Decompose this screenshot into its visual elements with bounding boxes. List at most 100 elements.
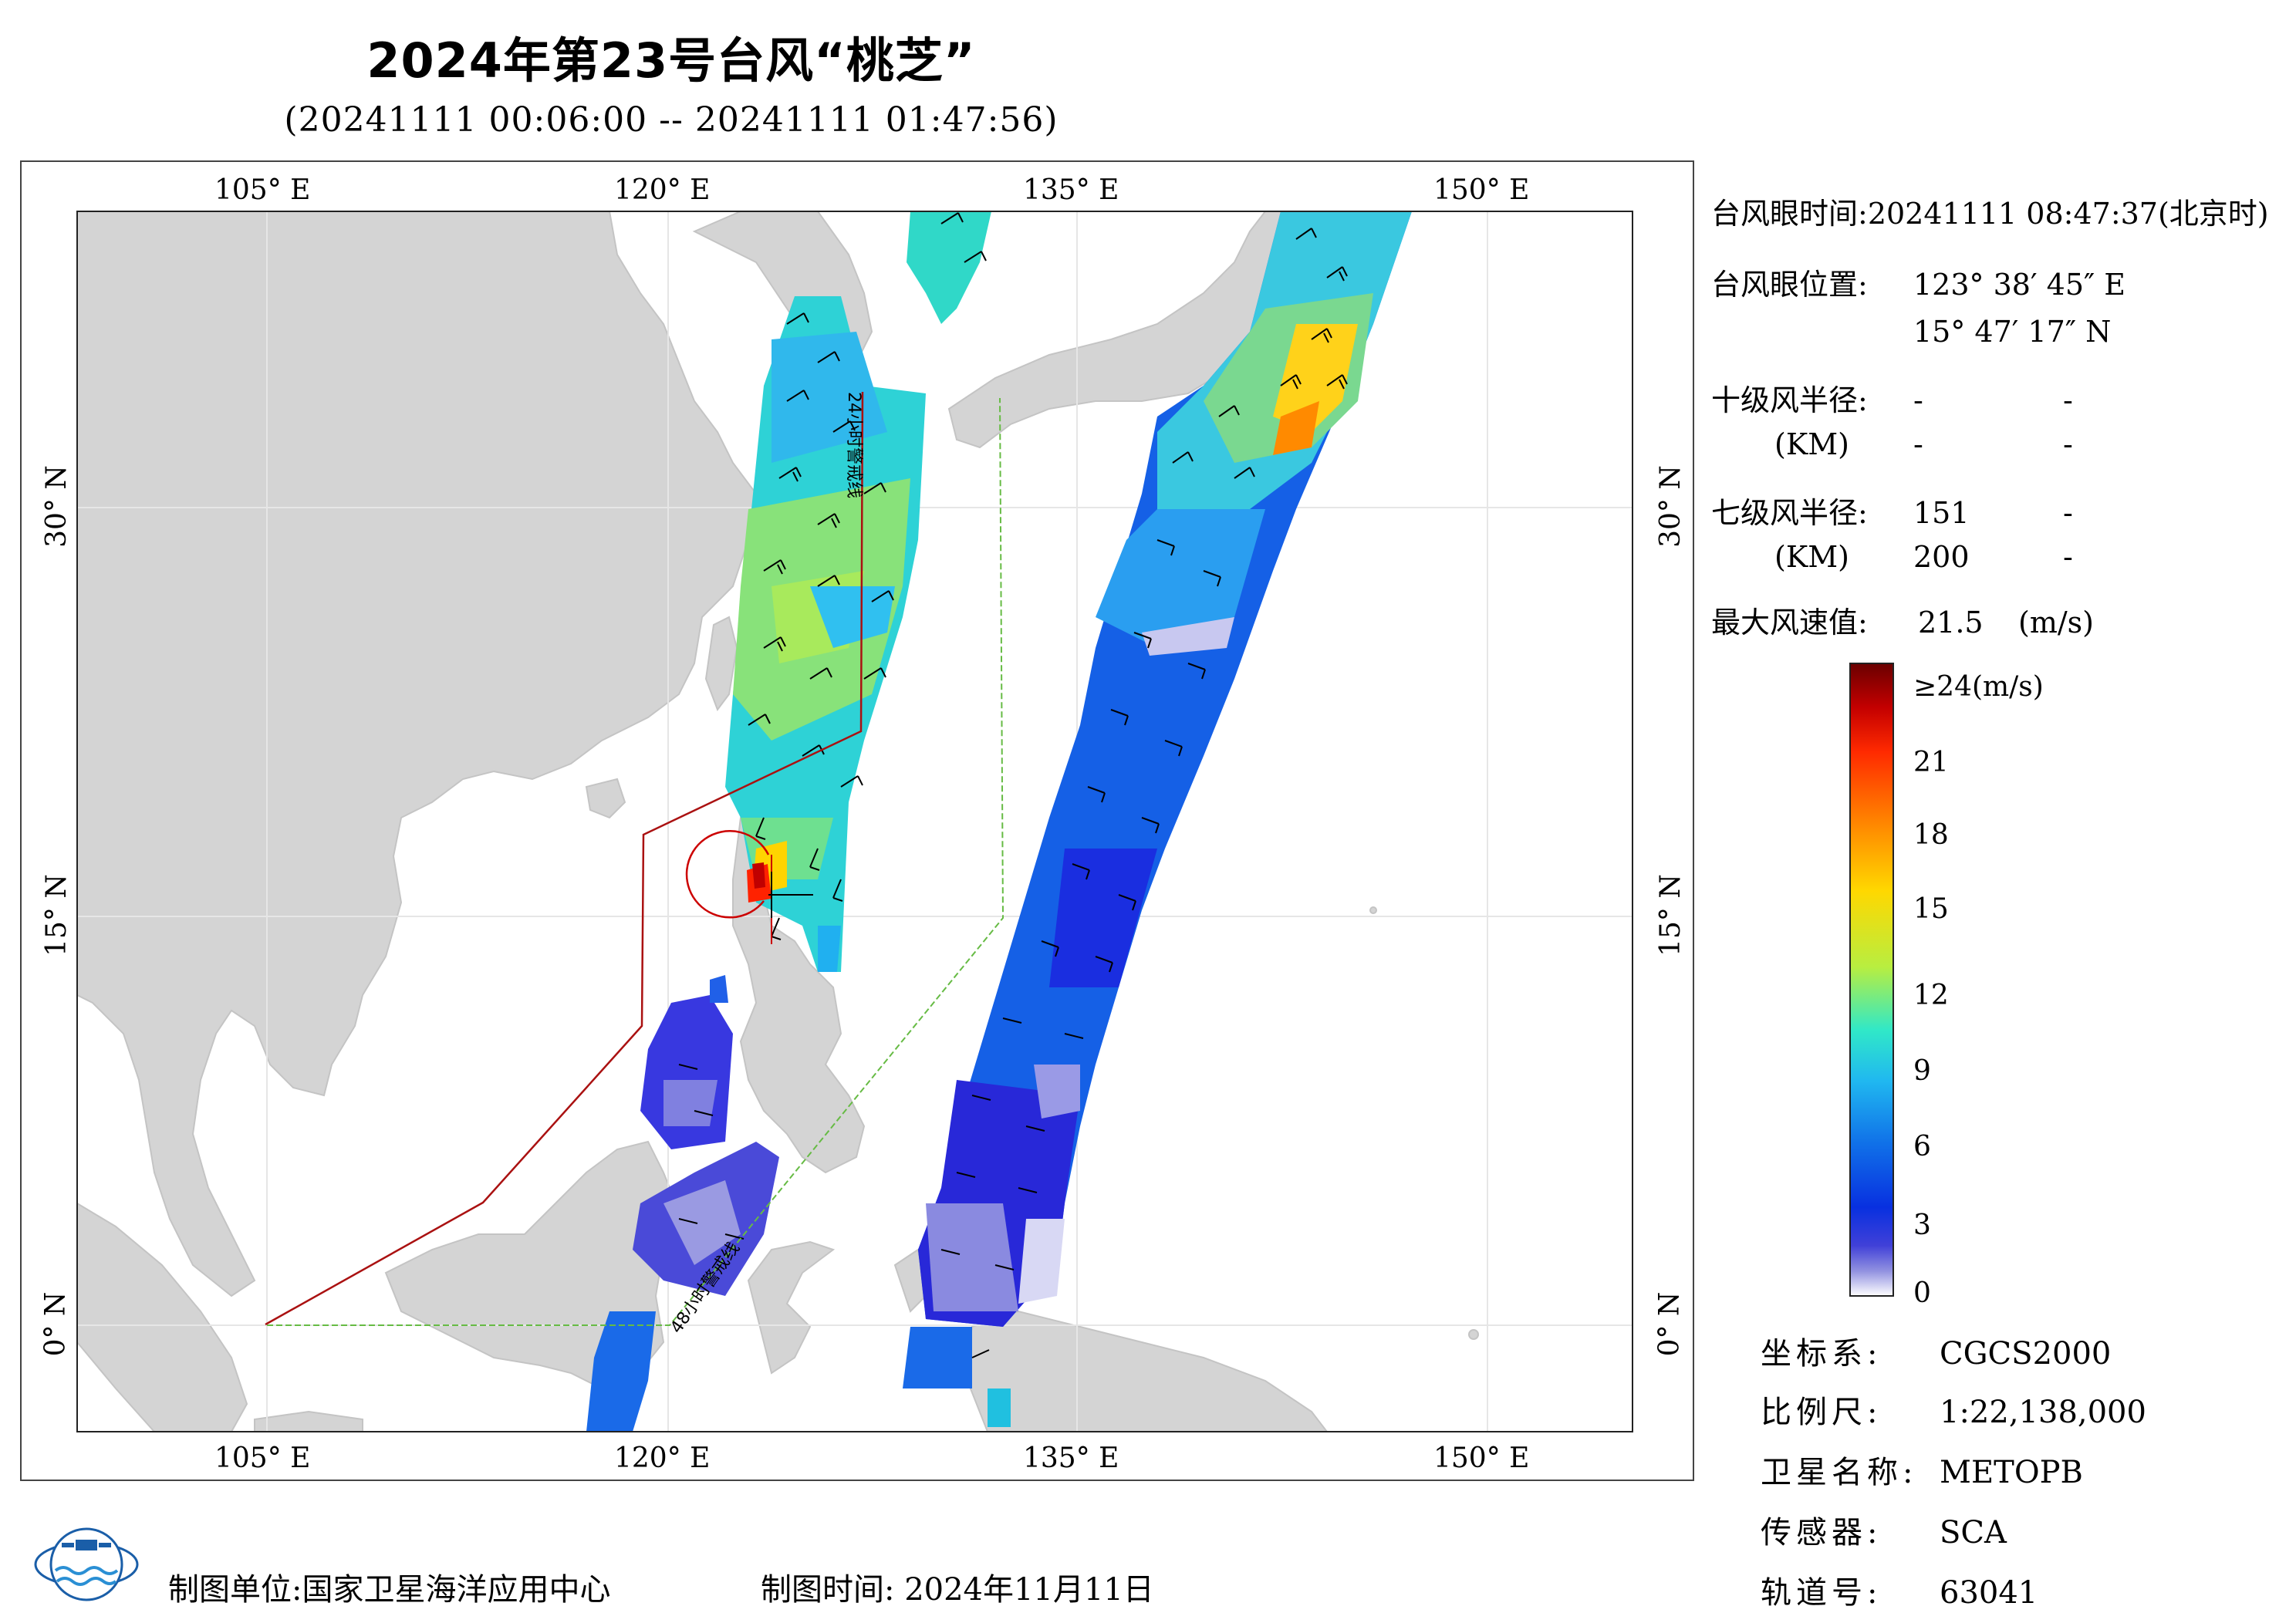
colorbar-label: 21 — [1913, 747, 1949, 778]
lat-tick-right: 30° N — [1654, 465, 1687, 548]
wind-barb — [817, 351, 840, 363]
swath-east-segment — [1034, 1065, 1080, 1119]
footer-org: 制图单位:国家卫星海洋应用中心 — [168, 1572, 611, 1608]
swath-west-segment — [710, 975, 728, 1003]
wind-barb — [940, 212, 964, 224]
wind-barb — [956, 1172, 976, 1178]
wind-barb — [1326, 374, 1348, 390]
colorbar-label: 12 — [1913, 980, 1949, 1011]
eye-time-value: 20241111 08:47:37(北京时) — [1867, 197, 2269, 231]
wind-barb — [1133, 632, 1152, 649]
swath-east-segment — [1096, 509, 1265, 648]
wind-barb — [1018, 1187, 1038, 1193]
r7-value: - — [2063, 496, 2073, 530]
colorbar-label: 6 — [1913, 1131, 1931, 1162]
wind-barb — [763, 636, 786, 652]
wind-barb — [1002, 1017, 1022, 1024]
meta-key: 坐标系: — [1761, 1336, 1882, 1372]
r10-value: - — [2063, 383, 2073, 417]
colorbar-label: 3 — [1913, 1210, 1931, 1241]
r10-value: - — [1913, 383, 1923, 417]
swath-east-segment — [918, 211, 1412, 1327]
swath-west-segment — [810, 586, 895, 648]
wind-barb — [940, 1249, 961, 1255]
colorbar-label: ≥24(m/s) — [1913, 671, 2044, 703]
meta-scale-row: 比例尺: 1:22,138,000 — [1761, 1387, 2146, 1432]
swath-east-segment — [1273, 401, 1319, 455]
map-title: 2024年第23号台风“桃芝” — [366, 32, 976, 89]
wind-barb — [694, 1110, 714, 1116]
r10-label: 十级风半径: — [1711, 383, 1868, 417]
swath-east-segment — [988, 1388, 1011, 1427]
eye-time-label: 台风眼时间: — [1711, 197, 1868, 231]
wind-barb — [1072, 863, 1090, 880]
wind-barb — [1118, 894, 1136, 911]
meta-value: CGCS2000 — [1940, 1336, 2112, 1372]
r7-unit: (KM) — [1774, 540, 1849, 574]
land-island — [1468, 1329, 1479, 1340]
wind-speed-colorbar — [1849, 663, 1894, 1297]
wind-barb — [809, 848, 820, 871]
swath-east-segment — [1142, 617, 1234, 656]
wind-barb — [1172, 451, 1194, 464]
wind-barb — [817, 513, 840, 528]
meta-sensor-row: 传感器: SCA — [1761, 1507, 2007, 1552]
wind-barb — [1234, 467, 1255, 479]
wind-barb — [1041, 940, 1059, 957]
meta-satellite-row: 卫星名称: METOPB — [1761, 1447, 2083, 1492]
r7-unit-row: (KM) 200 - — [1774, 540, 2073, 574]
swath-west-segment — [663, 1080, 718, 1126]
colorbar-label: 15 — [1913, 893, 1949, 925]
land-java — [254, 1410, 363, 1432]
max-wind-row: 最大风速值: 21.5 (m/s) — [1711, 599, 2094, 641]
eye-time-row: 台风眼时间:20241111 08:47:37(北京时) — [1711, 190, 2269, 232]
footer-time: 制图时间: 2024年11月11日 — [761, 1572, 1154, 1608]
wind-barb — [994, 1264, 1015, 1270]
lon-tick-top: 150° E — [1433, 174, 1530, 206]
wind-barb — [1141, 817, 1160, 834]
r7-value: 151 — [1913, 496, 1970, 530]
meta-orbit-row: 轨道号: 63041 — [1761, 1567, 2038, 1612]
wind-barb — [1156, 539, 1175, 556]
lon-tick-bottom: 150° E — [1433, 1442, 1530, 1474]
swath-west-segment — [586, 1311, 656, 1432]
lon-tick-top: 120° E — [614, 174, 711, 206]
swath-west-segment — [907, 211, 991, 324]
meta-key: 传感器: — [1761, 1515, 1882, 1550]
r7-label: 七级风半径: — [1711, 496, 1868, 530]
wind-barb — [863, 667, 886, 680]
wind-barb — [863, 482, 886, 494]
swath-east — [903, 211, 1412, 1427]
max-wind-label: 最大风速值: — [1711, 606, 1868, 639]
wind-barb — [1311, 328, 1332, 343]
r10-row: 十级风半径: - - — [1711, 376, 2073, 419]
wind-barb — [871, 590, 894, 602]
wind-barb — [1187, 663, 1206, 680]
wind-barb — [971, 1095, 991, 1101]
typhoon-eye-marker[interactable] — [685, 830, 813, 944]
land-sumatra — [77, 1202, 248, 1432]
meta-value: METOPB — [1940, 1455, 2083, 1490]
meta-key: 比例尺: — [1761, 1395, 1882, 1430]
warning-line-48h — [267, 397, 1004, 1326]
swath-west-segment — [752, 862, 765, 889]
wind-barb — [678, 1218, 698, 1224]
swath-east-segment — [1018, 1219, 1065, 1304]
lon-tick-bottom: 135° E — [1023, 1442, 1119, 1474]
nsoas-logo-icon — [34, 1527, 139, 1601]
land-hainan — [585, 778, 626, 819]
r10-unit: (KM) — [1774, 427, 1849, 461]
lat-tick-right: 15° N — [1654, 874, 1687, 957]
lat-tick-left: 0° N — [39, 1291, 72, 1357]
meta-crs-row: 坐标系: CGCS2000 — [1761, 1328, 2111, 1373]
wind-barb — [786, 312, 809, 325]
r10-value: - — [1913, 427, 1923, 461]
wind-barb — [1295, 228, 1317, 240]
eye-pos-row: 台风眼位置: 123° 38′ 45″ E — [1711, 261, 2125, 303]
map-inner-frame — [76, 211, 1633, 1432]
warning-line-24h-label: 24小时警戒线 — [844, 392, 863, 498]
r10-unit-row: (KM) - - — [1774, 427, 2073, 461]
colorbar-label: 0 — [1913, 1277, 1931, 1309]
swath-west-segment — [663, 1180, 741, 1265]
